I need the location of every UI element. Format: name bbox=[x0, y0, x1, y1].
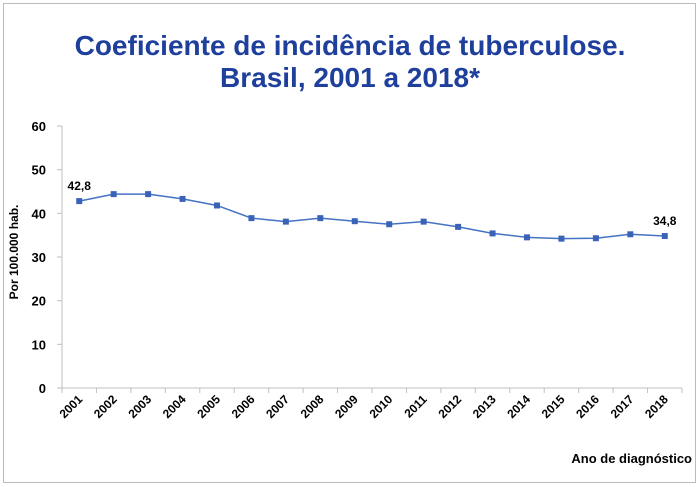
x-tick-label: 2014 bbox=[504, 392, 533, 421]
y-tick-label: 0 bbox=[39, 381, 46, 396]
y-tick-label: 50 bbox=[32, 163, 46, 178]
x-tick-label: 2011 bbox=[401, 392, 430, 421]
data-point bbox=[214, 202, 220, 209]
data-point bbox=[558, 235, 565, 242]
y-axis-title: Por 100.000 hab. bbox=[7, 205, 21, 300]
x-tick-label: 2010 bbox=[367, 392, 396, 421]
x-tick-label: 2001 bbox=[57, 392, 86, 421]
x-tick-label: 2004 bbox=[160, 392, 189, 421]
x-tick-label: 2017 bbox=[608, 392, 637, 421]
series-line bbox=[79, 193, 665, 240]
x-tick-label: 2009 bbox=[332, 392, 361, 421]
chart-frame bbox=[3, 3, 696, 483]
y-tick-label: 30 bbox=[32, 250, 46, 265]
x-tick-label: 2013 bbox=[470, 392, 499, 421]
chart-title: Coeficiente de incidência de tuberculose… bbox=[74, 30, 626, 61]
data-point bbox=[592, 235, 599, 242]
x-axis-title: Ano de diagnóstico bbox=[571, 451, 692, 466]
data-point bbox=[524, 234, 530, 241]
data-label: 42,8 bbox=[68, 179, 92, 193]
data-point bbox=[455, 223, 462, 230]
x-tick-label: 2006 bbox=[229, 392, 258, 421]
x-tick-label: 2018 bbox=[642, 392, 671, 421]
y-tick-label: 40 bbox=[32, 206, 46, 221]
x-tick-label: 2015 bbox=[539, 392, 568, 421]
data-point bbox=[661, 233, 668, 240]
x-tick-label: 2016 bbox=[573, 392, 602, 421]
x-tick-label: 2007 bbox=[263, 392, 292, 421]
data-point bbox=[179, 195, 186, 202]
data-point bbox=[489, 230, 496, 237]
data-point bbox=[420, 218, 427, 225]
y-tick-label: 10 bbox=[32, 337, 46, 352]
chart-subtitle: Brasil, 2001 a 2018* bbox=[220, 62, 480, 93]
data-point bbox=[248, 215, 255, 222]
data-point bbox=[282, 218, 289, 225]
data-label: 34,8 bbox=[653, 214, 677, 228]
data-point bbox=[386, 221, 393, 228]
data-point bbox=[76, 198, 83, 205]
x-tick-label: 2002 bbox=[91, 392, 120, 421]
y-tick-label: 60 bbox=[32, 119, 46, 134]
data-point bbox=[351, 218, 358, 225]
y-tick-label: 20 bbox=[32, 294, 46, 309]
data-point bbox=[110, 191, 117, 198]
x-tick-label: 2003 bbox=[125, 392, 154, 421]
data-point bbox=[627, 231, 634, 238]
data-point bbox=[317, 215, 324, 222]
x-tick-label: 2005 bbox=[194, 392, 223, 421]
data-point bbox=[145, 191, 152, 198]
x-tick-label: 2012 bbox=[435, 392, 464, 421]
x-tick-label: 2008 bbox=[298, 392, 327, 421]
